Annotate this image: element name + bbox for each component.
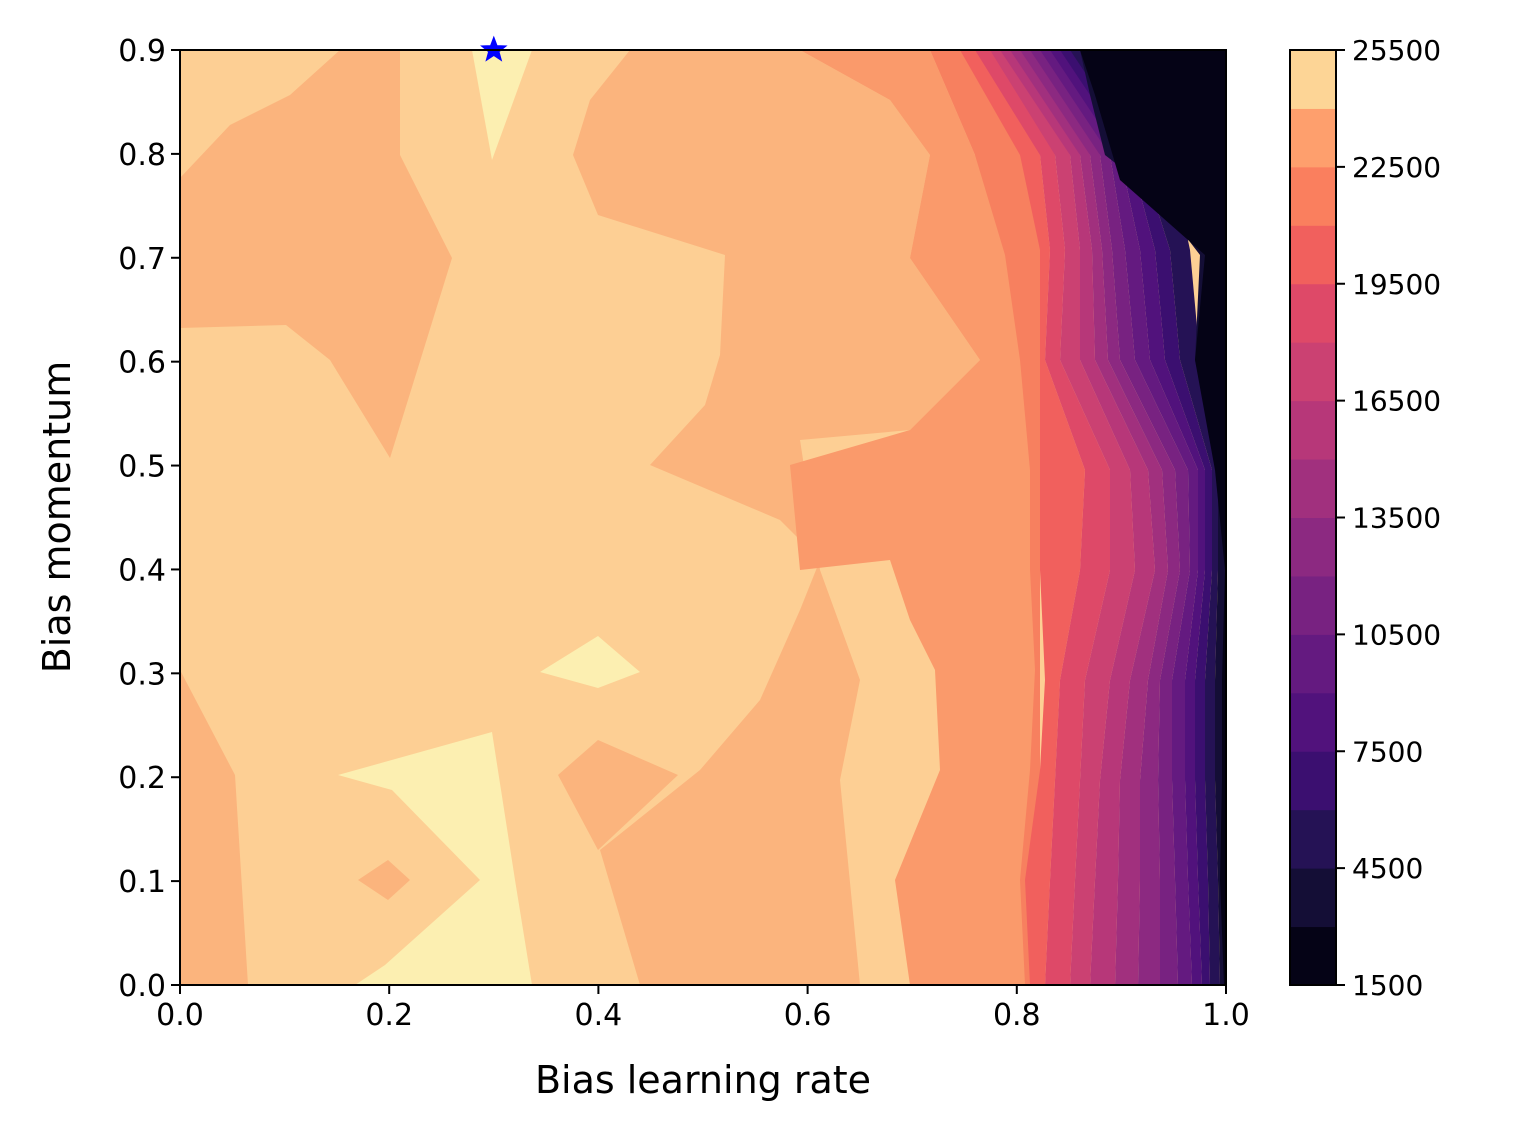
y-tick-label: 0.9 [118, 34, 166, 69]
colorbar: 1500 4500 7500 10500 13500 16500 19500 22500 255… [1289, 34, 1441, 1002]
y-tick-label: 0.1 [118, 865, 166, 900]
y-axis: 0.0 0.1 0.2 0.3 0.4 0.5 0.6 0.7 0.8 0.9 [118, 34, 180, 1004]
colorbar-band [1290, 50, 1336, 109]
x-tick-label: 0.4 [575, 998, 623, 1033]
contour-band-11 [1070, 50, 1220, 985]
colorbar-band [1290, 459, 1336, 518]
optimum-marker [480, 35, 508, 62]
colorbar-band [1290, 809, 1336, 869]
colorbar-tick-label: 19500 [1352, 268, 1441, 301]
contour-region-coral [930, 50, 1040, 985]
x-tick-label: 0.6 [784, 998, 832, 1033]
colorbar-band [1290, 575, 1336, 635]
contour-band-3 [990, 50, 1135, 985]
colorbar-tick-label: 1500 [1352, 969, 1423, 1002]
colorbar-band [1290, 166, 1336, 226]
colorbar-band [1290, 751, 1336, 811]
contour-band-7 [1030, 50, 1190, 985]
colorbar-band [1290, 400, 1336, 460]
colorbar-band [1290, 692, 1336, 752]
contour-band-9 [1050, 50, 1205, 985]
contour-high-top [472, 50, 532, 160]
colorbar-band [1290, 868, 1336, 928]
contour-band-1 [960, 50, 1085, 985]
colorbar-band [1290, 634, 1336, 694]
colorbar-band [1290, 108, 1336, 168]
y-tick-label: 0.7 [118, 242, 166, 277]
y-axis-title: Bias momentum [35, 361, 79, 674]
y-tick-label: 0.3 [118, 657, 166, 692]
y-tick-label: 0.6 [118, 346, 166, 381]
y-tick-label: 0.2 [118, 761, 166, 796]
x-tick-label: 0.8 [993, 998, 1041, 1033]
y-tick-label: 0.5 [118, 450, 166, 485]
colorbar-tick-label: 22500 [1352, 151, 1441, 184]
contour-band-4 [1000, 50, 1155, 985]
colorbar-band [1290, 342, 1336, 402]
colorbar-band [1290, 517, 1336, 577]
contour-island-small [358, 860, 410, 900]
colorbar-band [1290, 283, 1336, 343]
contour-region-mid-right [573, 50, 980, 985]
colorbar-tick-label: 16500 [1352, 385, 1441, 418]
colorbar-tick-label: 10500 [1352, 618, 1441, 651]
contour-region-left-lower [180, 670, 248, 985]
colorbar-ticks: 1500 4500 7500 10500 13500 16500 19500 22500 255… [1336, 34, 1441, 1002]
colorbar-band [1290, 225, 1336, 285]
colorbar-bands [1290, 50, 1336, 986]
y-tick-label: 0.4 [118, 553, 166, 588]
contour-band-darkest [1080, 50, 1226, 985]
colorbar-tick-label: 7500 [1352, 735, 1423, 768]
contour-band-8 [1040, 50, 1198, 985]
x-axis-title: Bias learning rate [535, 1058, 871, 1102]
contour-region-left-top-pale [180, 50, 340, 178]
contour-region-left-upper [180, 50, 452, 458]
contour-region-salmon [790, 50, 1040, 985]
y-tick-label: 0.8 [118, 138, 166, 173]
contour-high-middle [540, 636, 640, 688]
x-tick-label: 0.2 [365, 998, 413, 1033]
contour-band-2 [975, 50, 1110, 985]
x-tick-label: 0.0 [156, 998, 204, 1033]
contour-high-bottom [338, 732, 532, 985]
colorbar-tick-label: 25500 [1352, 34, 1441, 67]
plot-frame [179, 49, 1227, 986]
contour-island-mid [558, 740, 678, 850]
contour-band-5 [1010, 50, 1168, 985]
x-axis: 0.0 0.2 0.4 0.6 0.8 1.0 [156, 985, 1250, 1033]
colorbar-tick-label: 13500 [1352, 502, 1441, 535]
x-tick-label: 1.0 [1202, 998, 1250, 1033]
y-tick-label: 0.0 [118, 969, 166, 1004]
colorbar-band [1290, 926, 1336, 986]
star-marker [480, 35, 508, 62]
contour-fills [180, 50, 1226, 985]
colorbar-tick-label: 4500 [1352, 852, 1423, 885]
